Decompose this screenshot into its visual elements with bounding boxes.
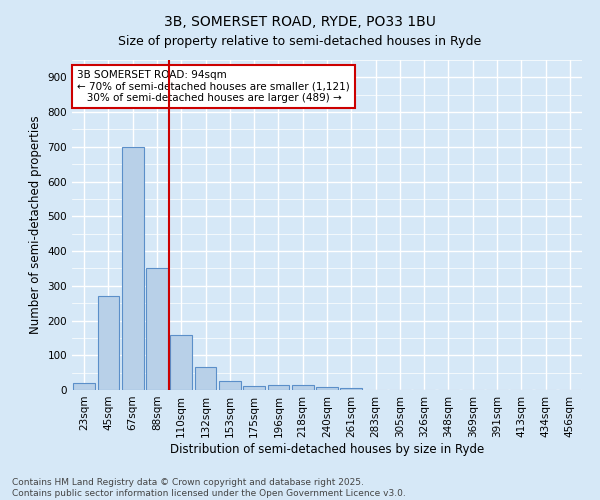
Bar (340, 388, 362, 390)
Text: Size of property relative to semi-detached houses in Ryde: Size of property relative to semi-detach… (118, 35, 482, 48)
Bar (194, 368, 217, 390)
Bar (122, 147, 143, 390)
Y-axis label: Number of semi-detached properties: Number of semi-detached properties (29, 116, 42, 334)
X-axis label: Distribution of semi-detached houses by size in Ryde: Distribution of semi-detached houses by … (170, 442, 484, 456)
Bar (268, 385, 289, 390)
Text: 3B, SOMERSET ROAD, RYDE, PO33 1BU: 3B, SOMERSET ROAD, RYDE, PO33 1BU (164, 15, 436, 29)
Bar (170, 336, 192, 390)
Bar (73, 383, 95, 390)
Bar (97, 296, 119, 390)
Bar (219, 382, 241, 390)
Bar (316, 387, 338, 390)
Bar (146, 268, 168, 390)
Bar (243, 386, 265, 390)
Text: Contains HM Land Registry data © Crown copyright and database right 2025.
Contai: Contains HM Land Registry data © Crown c… (12, 478, 406, 498)
Bar (292, 385, 314, 390)
Text: 3B SOMERSET ROAD: 94sqm
← 70% of semi-detached houses are smaller (1,121)
   30%: 3B SOMERSET ROAD: 94sqm ← 70% of semi-de… (77, 70, 350, 103)
